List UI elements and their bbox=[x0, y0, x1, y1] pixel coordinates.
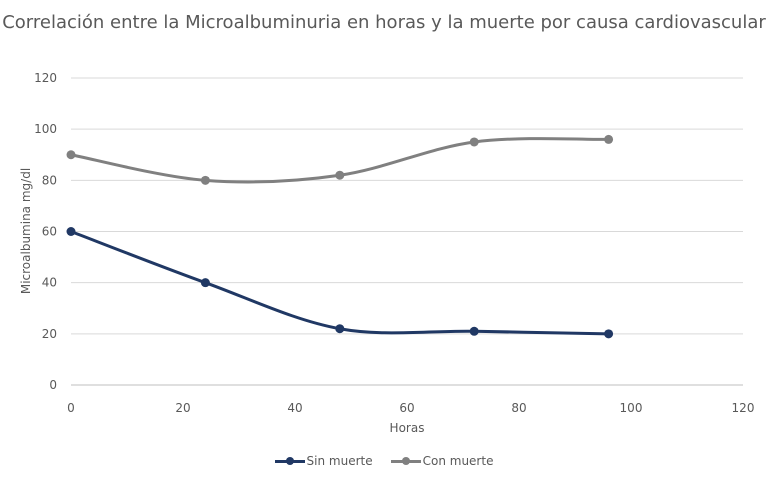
data-point bbox=[604, 134, 614, 144]
data-point bbox=[469, 137, 479, 147]
x-tick-label: 80 bbox=[511, 401, 526, 415]
data-point bbox=[604, 329, 614, 339]
y-tick-label: 80 bbox=[42, 173, 57, 187]
x-tick-label: 100 bbox=[620, 401, 643, 415]
data-point bbox=[469, 326, 479, 336]
data-point bbox=[66, 227, 76, 236]
x-tick-label: 0 bbox=[67, 401, 75, 415]
legend-item: Con muerte bbox=[390, 454, 494, 468]
y-tick-label: 60 bbox=[42, 225, 57, 239]
data-point bbox=[200, 175, 210, 185]
x-tick-label: 60 bbox=[399, 401, 414, 415]
legend-item: Sin muerte bbox=[274, 454, 373, 468]
legend-label: Sin muerte bbox=[306, 454, 373, 468]
data-point bbox=[200, 278, 210, 288]
x-tick-label: 40 bbox=[287, 401, 302, 415]
legend-label: Con muerte bbox=[422, 454, 494, 468]
y-tick-label: 100 bbox=[34, 122, 57, 136]
y-tick-label: 40 bbox=[42, 276, 57, 290]
legend-marker-icon bbox=[390, 456, 421, 466]
data-point bbox=[335, 324, 345, 334]
x-axis-label: Horas bbox=[390, 421, 425, 435]
chart-title: Correlación entre la Microalbuminuria en… bbox=[2, 12, 766, 33]
x-tick-label: 20 bbox=[175, 401, 190, 415]
y-axis-label: Microalbumina mg/dl bbox=[19, 168, 33, 294]
legend: Sin muerte Con muerte bbox=[0, 454, 768, 468]
legend-marker-icon bbox=[274, 456, 305, 466]
y-tick-label: 20 bbox=[42, 327, 57, 341]
data-point bbox=[335, 170, 345, 180]
y-tick-label: 0 bbox=[49, 378, 57, 392]
data-point bbox=[66, 150, 76, 160]
x-tick-label: 120 bbox=[732, 401, 755, 415]
y-tick-label: 120 bbox=[34, 71, 57, 85]
